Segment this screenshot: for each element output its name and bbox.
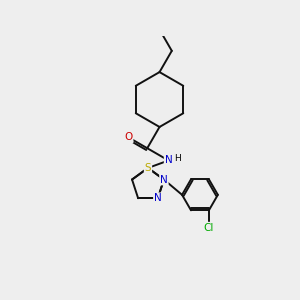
Text: N: N: [154, 193, 162, 203]
Text: S: S: [145, 163, 151, 173]
Text: N: N: [160, 175, 168, 184]
Text: O: O: [124, 132, 133, 142]
Text: Cl: Cl: [204, 223, 214, 232]
Text: N: N: [165, 155, 172, 166]
Text: H: H: [174, 154, 181, 163]
